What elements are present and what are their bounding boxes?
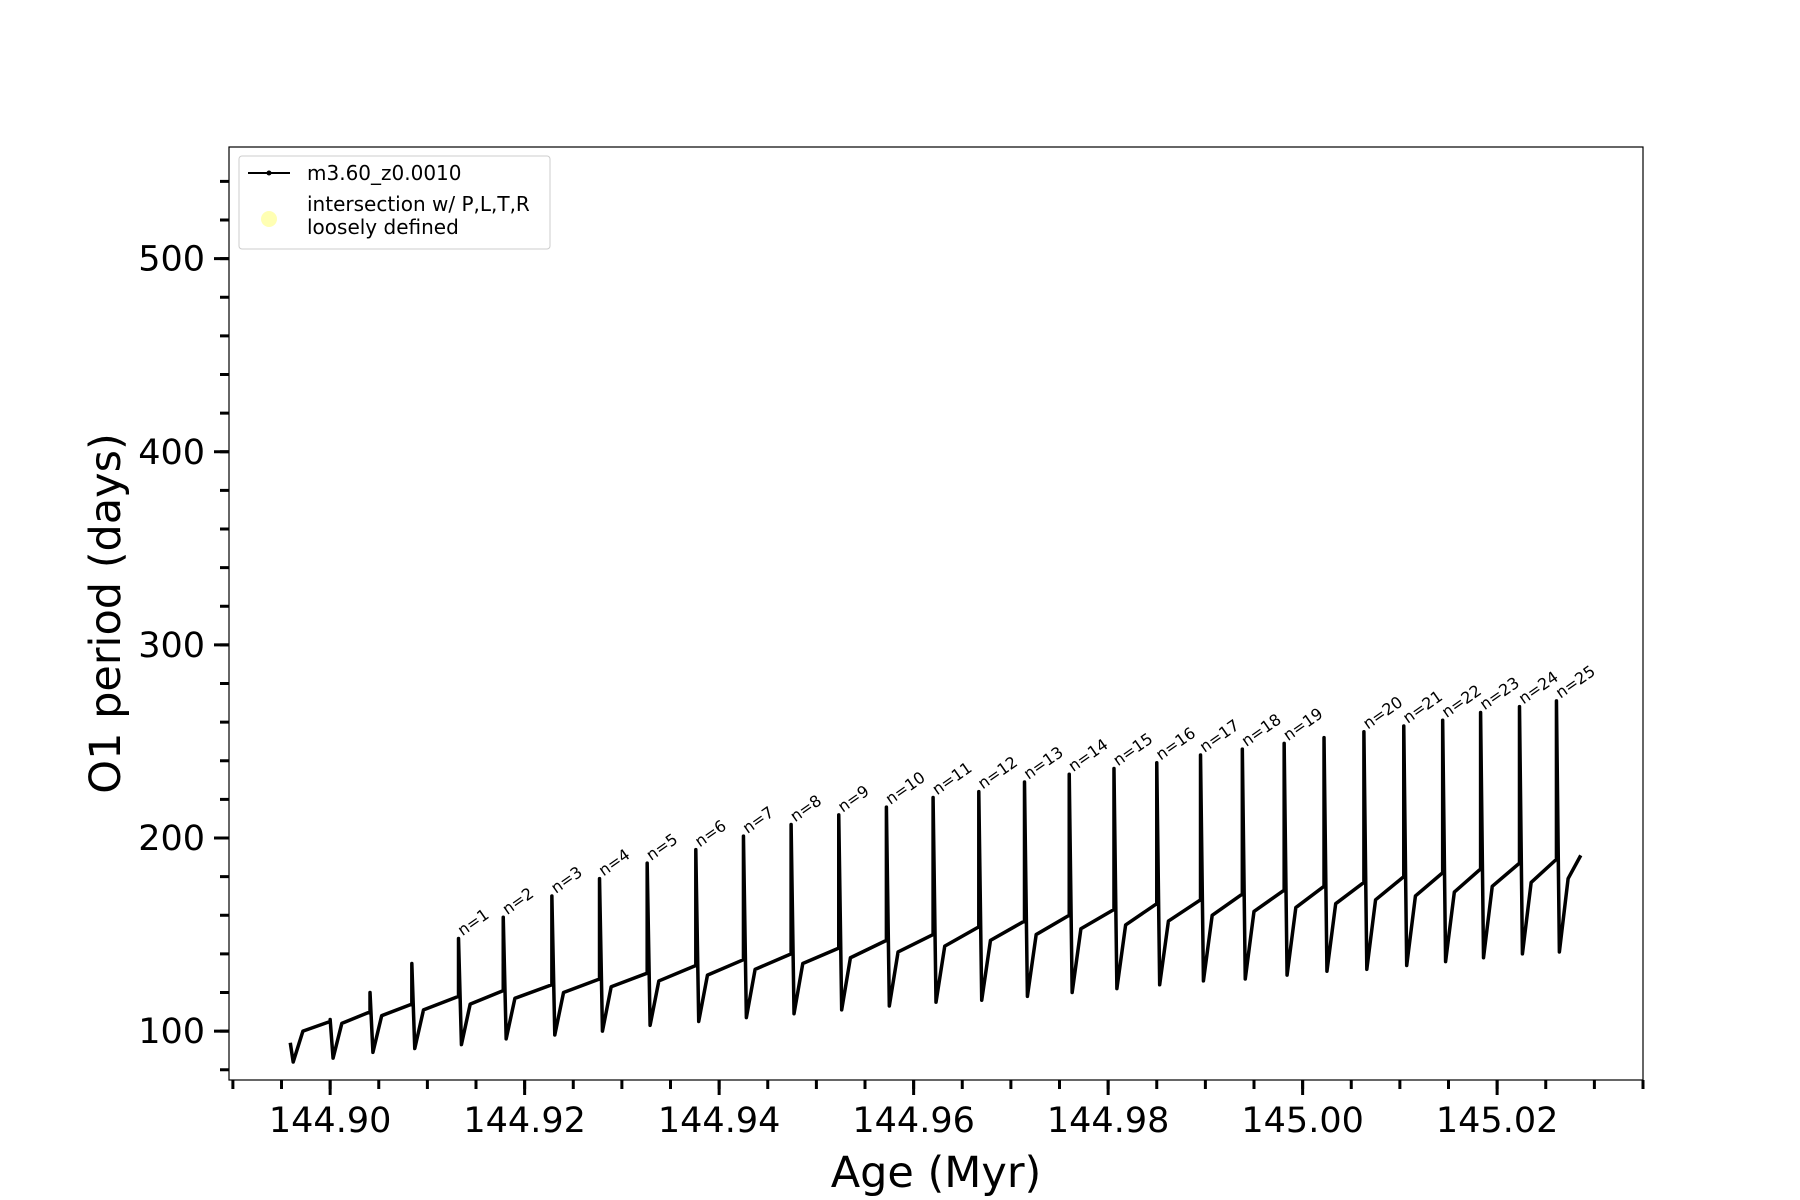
legend: m3.60_z0.0010 intersection w/ P,L,T,R loos… bbox=[238, 155, 551, 250]
legend-box bbox=[238, 155, 551, 250]
legend-marker bbox=[261, 211, 277, 227]
y-axis-label: O1 period (days) bbox=[81, 433, 131, 794]
legend-label: m3.60_z0.0010 bbox=[307, 161, 462, 185]
x-tick-label: 144.94 bbox=[658, 1101, 780, 1141]
y-tick-label: 400 bbox=[138, 433, 205, 473]
x-axis-label: Age (Myr) bbox=[831, 1148, 1042, 1198]
x-tick-label: 144.92 bbox=[463, 1101, 585, 1141]
x-tick-label: 144.96 bbox=[852, 1101, 974, 1141]
x-tick-label: 145.00 bbox=[1241, 1101, 1363, 1141]
x-tick-label: 144.90 bbox=[269, 1101, 391, 1141]
y-tick-label: 200 bbox=[138, 819, 205, 859]
legend-label: intersection w/ P,L,T,R loosely defined bbox=[307, 192, 530, 239]
legend-marker bbox=[266, 170, 272, 176]
x-tick-label: 144.98 bbox=[1047, 1101, 1169, 1141]
x-tick-label: 145.02 bbox=[1436, 1101, 1558, 1141]
plot-frame bbox=[228, 146, 1644, 1081]
series-line bbox=[288, 699, 1583, 1064]
y-tick-label: 500 bbox=[138, 240, 205, 280]
y-tick-label: 100 bbox=[138, 1012, 205, 1052]
y-tick-label: 300 bbox=[138, 626, 205, 666]
